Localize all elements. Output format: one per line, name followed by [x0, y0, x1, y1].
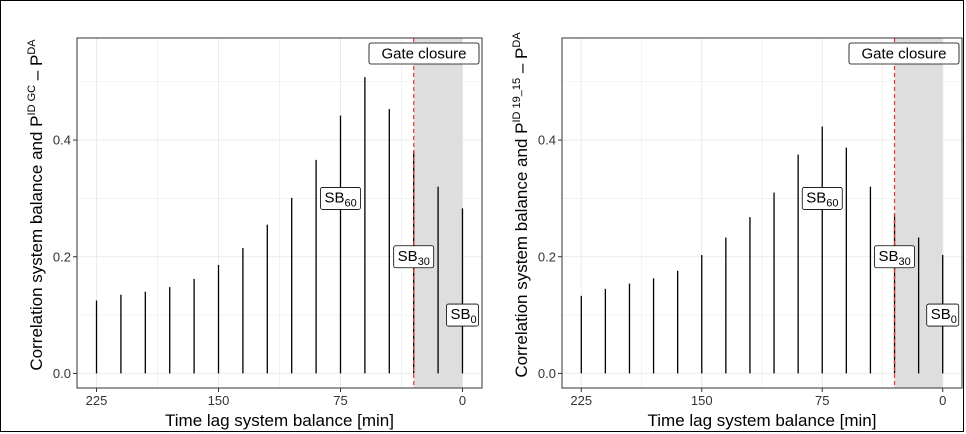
x-tick-label: 0 — [459, 393, 466, 408]
sb-label-base: SB — [879, 248, 899, 265]
x-tick-label: 150 — [691, 393, 713, 408]
sb-label-box — [801, 187, 843, 210]
x-tick-label: 75 — [815, 393, 829, 408]
gate-closure-label: Gate closure — [848, 42, 960, 65]
gate-closure-label: Gate closure — [368, 42, 480, 65]
x-tick-label: 225 — [86, 393, 108, 408]
y-axis-title-sup: ID GC — [26, 85, 38, 116]
sb-label-subscript: 0 — [470, 314, 476, 326]
x-axis-title: Time lag system balance [min] — [648, 411, 877, 430]
sb-label: SB60 — [320, 187, 361, 210]
sb-label-text: SB30 — [398, 248, 430, 268]
y-tick-label: 0.4 — [53, 133, 71, 148]
sb-label-base: SB — [324, 189, 344, 206]
sb-label-base: SB — [450, 306, 470, 323]
sb-label-subscript: 60 — [345, 197, 357, 209]
gate-closure-label-box — [368, 42, 480, 65]
sb-label-text: SB60 — [806, 189, 838, 209]
y-tick-label: 0.0 — [53, 366, 71, 381]
sb-label-box — [874, 245, 915, 269]
sb-label: SB30 — [393, 245, 435, 269]
x-tick-label: 150 — [208, 393, 230, 408]
sb-label-subscript: 30 — [418, 256, 430, 268]
x-tick-label: 75 — [333, 393, 347, 408]
y-axis-title-sup2: DA — [26, 39, 38, 55]
y-axis-title: Correlation system balance and PID 19_15… — [511, 32, 531, 378]
sb-label-text: SB0 — [450, 306, 476, 326]
y-axis-title-main: Correlation system balance and P — [512, 123, 531, 378]
sb-label-subscript: 60 — [826, 197, 838, 209]
gate-closure-label-box — [848, 42, 960, 65]
sb-label-subscript: 30 — [899, 256, 911, 268]
y-axis-title-dash: – P — [27, 55, 46, 85]
sb-label-box — [926, 303, 960, 327]
sb-label-base: SB — [806, 189, 826, 206]
sb-label: SB60 — [801, 187, 843, 210]
sb-label-text: SB60 — [324, 189, 356, 209]
y-tick-label: 0.0 — [538, 366, 556, 381]
y-tick-label: 0.2 — [53, 249, 71, 264]
sb-label-subscript: 0 — [951, 314, 957, 326]
sb-label-base: SB — [398, 248, 418, 265]
panel-border — [76, 37, 483, 389]
sb-label: SB30 — [874, 245, 915, 269]
sb-label-text: SB0 — [931, 306, 957, 326]
x-tick-label: 225 — [570, 393, 592, 408]
panel-border — [561, 37, 963, 389]
y-tick-label: 0.4 — [538, 133, 556, 148]
y-axis-title-dash: – P — [512, 48, 531, 78]
sb-label-base: SB — [931, 306, 951, 323]
y-axis-title: Correlation system balance and PID GC – … — [26, 39, 46, 371]
sb-label-box — [446, 303, 479, 327]
sb-label: SB0 — [926, 303, 960, 327]
y-axis-title-sup2: DA — [511, 32, 523, 48]
y-tick-label: 0.2 — [538, 249, 556, 264]
x-tick-label: 0 — [939, 393, 946, 408]
x-axis-title: Time lag system balance [min] — [165, 411, 394, 430]
y-axis-title-main: Correlation system balance and P — [27, 115, 46, 370]
sb-label-box — [393, 245, 435, 269]
gate-closure-label-text: Gate closure — [861, 46, 946, 63]
sb-label-box — [320, 187, 361, 210]
y-axis-title-sup: ID 19_15 — [511, 78, 523, 123]
sb-label: SB0 — [446, 303, 479, 327]
sb-label-text: SB30 — [879, 248, 911, 268]
gate-closure-label-text: Gate closure — [381, 46, 466, 63]
